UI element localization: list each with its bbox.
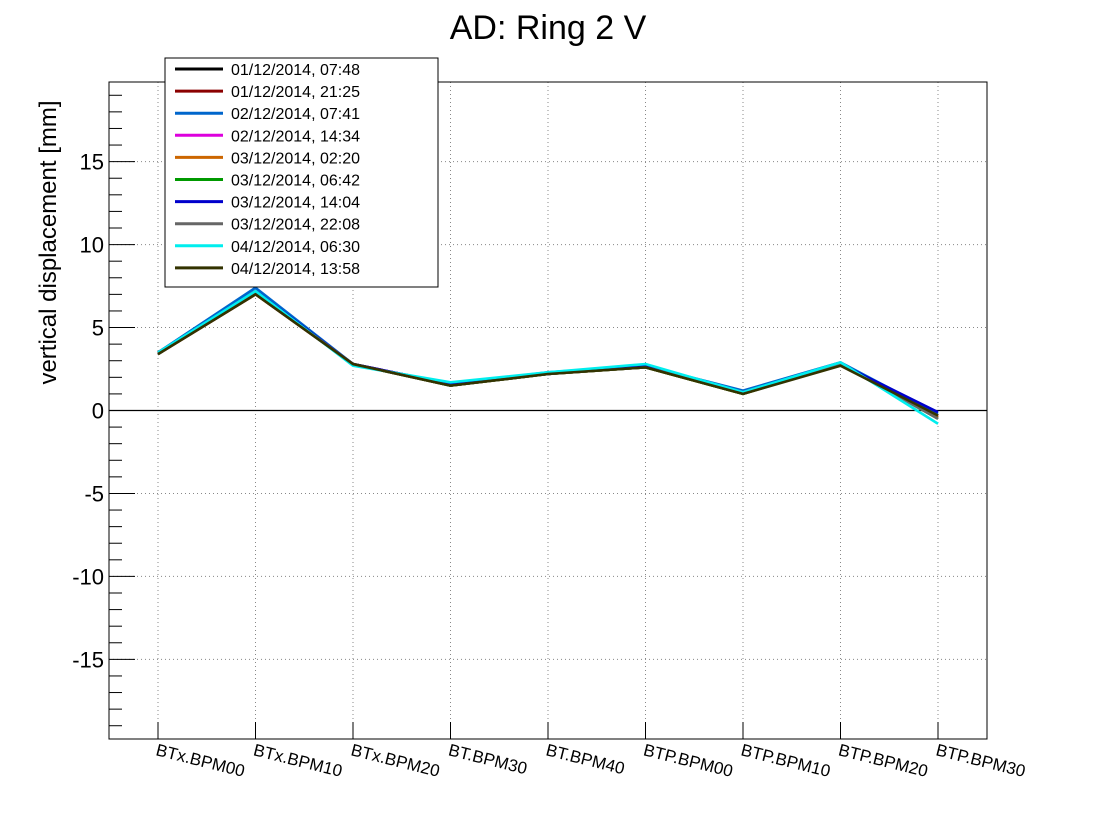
y-axis-tick-labels: -15 -10 -5 0 5 10 15	[72, 150, 104, 673]
legend-label: 02/12/2014, 07:41	[231, 106, 360, 123]
legend-label: 03/12/2014, 22:08	[231, 217, 360, 234]
x-category-label: BTx.BPM20	[349, 740, 442, 780]
y-axis-ticks	[109, 94, 135, 727]
chart-title: AD: Ring 2 V	[450, 9, 647, 47]
series-line	[157, 293, 939, 417]
x-category-label: BTP.BPM00	[642, 740, 735, 781]
legend-label: 03/12/2014, 14:04	[231, 195, 360, 212]
y-tick-label: -5	[84, 481, 104, 506]
x-category-label: BTx.BPM00	[154, 740, 247, 780]
x-category-label: BT.BPM40	[544, 740, 627, 778]
x-axis-ticks	[157, 722, 939, 739]
legend-label: 04/12/2014, 13:58	[231, 261, 360, 278]
x-category-label: BT.BPM30	[447, 740, 530, 778]
legend-label: 03/12/2014, 06:42	[231, 173, 360, 190]
x-category-label: BTx.BPM10	[252, 740, 345, 780]
x-category-label: BTP.BPM20	[837, 740, 930, 781]
legend: 01/12/2014, 07:48 01/12/2014, 21:25 02/12/…	[164, 57, 439, 288]
legend-label: 01/12/2014, 21:25	[231, 84, 360, 101]
legend-box	[164, 57, 439, 288]
series-line	[157, 291, 939, 420]
y-tick-label: 10	[80, 233, 104, 258]
y-tick-label: -15	[72, 647, 104, 672]
y-tick-label: 15	[80, 150, 104, 175]
series-layer	[157, 286, 939, 425]
legend-label: 01/12/2014, 07:48	[231, 62, 360, 79]
x-category-label: BTP.BPM10	[739, 740, 832, 781]
y-axis-title: vertical displacement [mm]	[35, 100, 62, 384]
series-line	[157, 291, 939, 420]
x-axis-category-labels: BTx.BPM00 BTx.BPM10 BTx.BPM20 BT.BPM30 BT.BP…	[154, 740, 1027, 781]
y-tick-label: -10	[72, 564, 104, 589]
legend-label: 03/12/2014, 02:20	[231, 150, 360, 167]
y-tick-label: 5	[92, 316, 104, 341]
series-line	[157, 289, 939, 425]
x-category-label: BTP.BPM30	[934, 740, 1027, 781]
legend-label: 02/12/2014, 14:34	[231, 128, 360, 145]
legend-label: 04/12/2014, 06:30	[231, 239, 360, 256]
y-tick-label: 0	[92, 399, 104, 424]
